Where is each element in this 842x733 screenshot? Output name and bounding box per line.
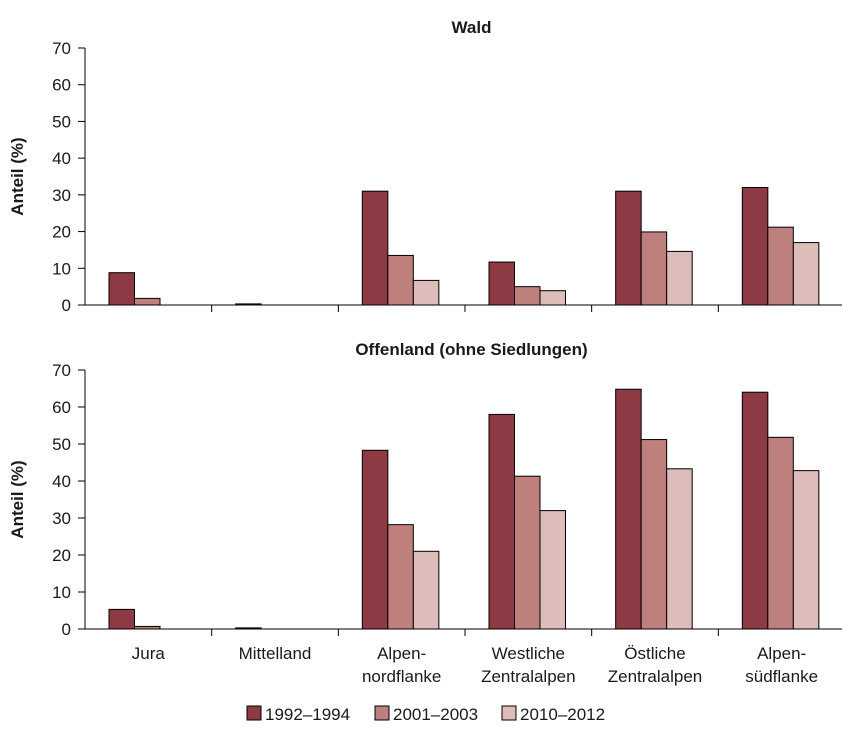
- y-tick-label-1-30: 30: [52, 509, 71, 528]
- bar-0-3-2: [539, 290, 566, 306]
- bar-1-1-0: [235, 627, 262, 630]
- x-category-label-2-1: nordflanke: [362, 667, 441, 686]
- bar-0-4-0: [615, 190, 642, 306]
- bar-1-3-2: [539, 510, 566, 630]
- legend-label-2: 2010–2012: [520, 705, 605, 724]
- bar-1-0-1: [134, 625, 161, 630]
- bar-0-2-2: [412, 279, 440, 306]
- bar-1-3-1: [514, 475, 541, 630]
- legend-label-0: 1992–1994: [265, 705, 350, 724]
- bar-0-5-2: [792, 242, 820, 306]
- legend-swatch-2: [501, 705, 517, 721]
- x-category-label-1-0: Mittelland: [239, 644, 312, 663]
- bar-1-4-1: [640, 439, 668, 630]
- x-category-label-2-0: Alpen-: [377, 644, 426, 663]
- bar-0-5-0: [741, 187, 769, 306]
- bar-0-4-1: [640, 231, 668, 306]
- bar-0-0-1: [134, 297, 161, 306]
- y-tick-label-0-50: 50: [52, 112, 71, 131]
- y-tick-label-0-60: 60: [52, 76, 71, 95]
- x-category-label-3-1: Zentralalpen: [481, 667, 576, 686]
- bar-1-2-2: [412, 550, 440, 630]
- y-tick-label-1-20: 20: [52, 546, 71, 565]
- x-category-label-5-1: südflanke: [745, 667, 818, 686]
- y-tick-label-0-20: 20: [52, 223, 71, 242]
- y-tick-label-0-30: 30: [52, 186, 71, 205]
- y-tick-label-1-50: 50: [52, 435, 71, 454]
- x-category-label-5-0: Alpen-: [757, 644, 806, 663]
- bar-1-3-0: [488, 413, 515, 630]
- bar-0-4-2: [666, 250, 693, 306]
- x-category-label-4-1: Zentralalpen: [608, 667, 703, 686]
- bar-0-3-1: [514, 286, 541, 306]
- x-category-label-4-0: Östliche: [624, 644, 685, 663]
- bar-0-3-0: [488, 261, 515, 306]
- bar-1-5-1: [767, 436, 794, 630]
- y-axis-label-1: Anteil (%): [8, 460, 27, 538]
- legend-swatch-0: [246, 705, 262, 721]
- y-tick-label-0-40: 40: [52, 149, 71, 168]
- y-tick-label-1-70: 70: [52, 361, 71, 380]
- panel-title-1: Offenland (ohne Siedlungen): [355, 340, 587, 359]
- bar-1-0-0: [108, 608, 135, 630]
- bar-1-4-2: [666, 468, 693, 630]
- bar-1-5-2: [792, 470, 820, 630]
- bar-0-5-1: [767, 226, 794, 306]
- y-tick-label-1-0: 0: [62, 620, 71, 639]
- bar-0-1-0: [235, 303, 262, 306]
- y-axis-label-0: Anteil (%): [8, 137, 27, 215]
- legend-label-1: 2001–2003: [393, 705, 478, 724]
- y-tick-label-0-0: 0: [62, 296, 71, 315]
- panel-title-0: Wald: [452, 18, 492, 37]
- y-tick-label-1-40: 40: [52, 472, 71, 491]
- bar-1-5-0: [741, 391, 769, 630]
- bar-1-2-1: [387, 524, 414, 630]
- x-category-label-0-0: Jura: [132, 644, 166, 663]
- y-tick-label-1-10: 10: [52, 583, 71, 602]
- y-tick-label-0-70: 70: [52, 39, 71, 58]
- legend-swatch-1: [374, 705, 390, 721]
- bar-0-2-0: [361, 190, 389, 306]
- bar-1-4-0: [615, 388, 642, 630]
- x-category-label-3-0: Westliche: [492, 644, 565, 663]
- y-tick-label-1-60: 60: [52, 398, 71, 417]
- bar-0-0-0: [108, 272, 135, 306]
- bar-1-2-0: [361, 449, 389, 630]
- bar-0-2-1: [387, 254, 414, 306]
- y-tick-label-0-10: 10: [52, 259, 71, 278]
